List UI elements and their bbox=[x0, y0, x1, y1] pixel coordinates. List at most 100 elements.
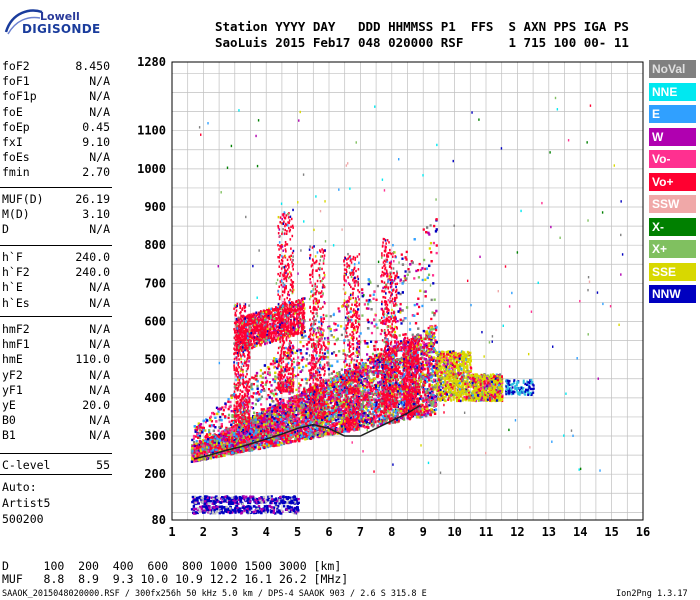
param-value: 9.10 bbox=[82, 135, 110, 149]
echo-point bbox=[370, 424, 373, 427]
echo-point bbox=[219, 415, 222, 419]
echo-point bbox=[416, 387, 419, 390]
x-tick-label: 2 bbox=[200, 525, 207, 539]
echo-point bbox=[372, 293, 375, 296]
param-value: 2.70 bbox=[82, 165, 110, 180]
echo-point bbox=[289, 400, 293, 403]
echo-point bbox=[407, 267, 410, 271]
echo-point bbox=[296, 349, 299, 353]
echo-point bbox=[305, 419, 309, 422]
echo-point bbox=[326, 429, 329, 433]
echo-point bbox=[428, 330, 431, 334]
param-value: N/A bbox=[89, 413, 110, 428]
param-label: foE bbox=[2, 104, 23, 119]
plot-frame bbox=[171, 61, 644, 521]
header-values: SaoLuis 2015 Feb17 048 020000 RSF 1 715 … bbox=[215, 35, 629, 50]
param-row-hf2: h`F2 240.0 bbox=[2, 265, 110, 280]
echo-point bbox=[299, 340, 302, 344]
y-tick-label: 300 bbox=[144, 429, 166, 443]
echo-point bbox=[246, 447, 249, 450]
param-label: yF1 bbox=[2, 382, 23, 397]
echo-point bbox=[261, 385, 264, 388]
echo-point bbox=[340, 333, 344, 337]
echo-point bbox=[256, 430, 259, 433]
echo-point bbox=[302, 408, 305, 411]
echo-point bbox=[337, 421, 341, 424]
echo-point bbox=[427, 273, 431, 276]
param-separator bbox=[0, 187, 112, 188]
echo-point bbox=[375, 359, 378, 363]
echo-point bbox=[305, 358, 308, 361]
echo-point bbox=[331, 407, 335, 410]
echo-point bbox=[336, 324, 340, 327]
echo-point bbox=[401, 405, 404, 408]
echo-point bbox=[427, 326, 430, 330]
echo-point bbox=[343, 414, 347, 418]
echo-point bbox=[366, 303, 370, 306]
echo-point bbox=[405, 370, 408, 373]
param-value: N/A bbox=[89, 295, 110, 310]
param-row-hf: h`F 240.0 bbox=[2, 250, 110, 265]
echo-point bbox=[332, 413, 335, 416]
echo-point bbox=[421, 278, 424, 282]
echo-point bbox=[358, 403, 361, 407]
echo-point bbox=[200, 423, 203, 426]
echo-point bbox=[421, 356, 424, 359]
param-value: N/A bbox=[89, 428, 110, 443]
echo-point bbox=[270, 384, 273, 387]
echo-point bbox=[266, 413, 269, 416]
echo-point bbox=[370, 356, 373, 359]
echo-point bbox=[227, 407, 230, 411]
echo-point bbox=[398, 393, 402, 397]
echo-point bbox=[341, 389, 344, 392]
param-row-foes: foEs N/A bbox=[2, 150, 110, 165]
echo-point bbox=[391, 359, 395, 363]
echo-point bbox=[424, 330, 427, 333]
echo-point bbox=[365, 367, 369, 371]
echo-point bbox=[433, 298, 436, 301]
param-label: h`Es bbox=[2, 295, 30, 310]
echo-point bbox=[377, 357, 381, 360]
echo-point bbox=[192, 434, 196, 438]
echo-point bbox=[357, 401, 360, 404]
echo-point bbox=[333, 322, 336, 325]
echo-point bbox=[260, 395, 264, 398]
param-row-d: D N/A bbox=[2, 222, 110, 237]
echo-point bbox=[387, 408, 391, 411]
echo-point bbox=[303, 399, 306, 403]
echo-point bbox=[255, 420, 258, 423]
param-label: yE bbox=[2, 398, 16, 412]
param-label: MUF(D) bbox=[2, 192, 44, 206]
echo-point bbox=[272, 378, 275, 381]
echo-point bbox=[213, 412, 216, 416]
echo-point bbox=[204, 420, 207, 424]
echo-point bbox=[422, 397, 425, 400]
echo-point bbox=[416, 268, 420, 272]
param-value: N/A bbox=[89, 222, 110, 237]
param-row-b1: B1 N/A bbox=[2, 428, 110, 443]
echo-point bbox=[373, 400, 377, 404]
y-tick-label: 1100 bbox=[137, 124, 166, 138]
echo-point bbox=[301, 402, 304, 406]
echo-point bbox=[395, 372, 398, 375]
y-tick-label: 700 bbox=[144, 276, 166, 290]
x-tick-label: 16 bbox=[636, 525, 650, 539]
echo-point bbox=[406, 273, 409, 277]
echo-point bbox=[335, 399, 338, 402]
echo-point bbox=[294, 374, 297, 378]
echo-point bbox=[215, 406, 219, 410]
echo-point bbox=[340, 368, 344, 371]
param-value: 26.19 bbox=[75, 192, 110, 206]
y-tick-label: 1000 bbox=[137, 162, 166, 176]
echo-point bbox=[305, 420, 308, 424]
echo-point bbox=[428, 385, 431, 388]
echo-point bbox=[427, 394, 430, 398]
echo-point bbox=[304, 334, 307, 338]
echo-point bbox=[218, 418, 221, 422]
echo-point bbox=[384, 287, 387, 290]
echo-point bbox=[260, 388, 263, 392]
echo-point bbox=[363, 405, 366, 408]
echo-point bbox=[392, 385, 395, 389]
x-tick-label: 7 bbox=[357, 525, 364, 539]
echo-point bbox=[405, 258, 408, 261]
